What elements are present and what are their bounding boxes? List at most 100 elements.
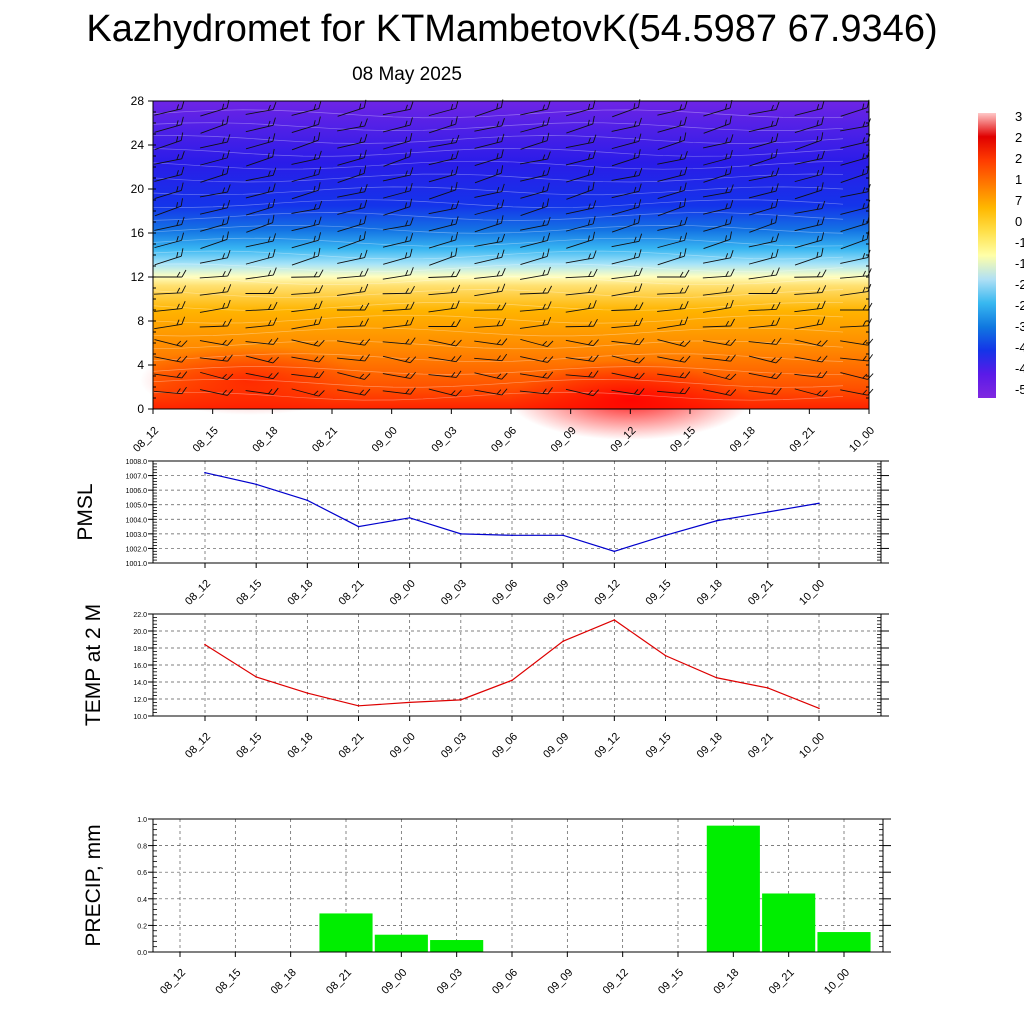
colorbar-label: 1 xyxy=(1015,172,1022,187)
wind-barb xyxy=(611,317,644,329)
wind-barb xyxy=(794,285,827,295)
wind-barb xyxy=(657,285,690,295)
y-tick-label: 1001.0 xyxy=(126,561,148,568)
wind-barb xyxy=(474,318,507,328)
wind-barb xyxy=(474,165,504,184)
wind-barb xyxy=(291,269,324,278)
wind-barb xyxy=(291,166,322,183)
data-point xyxy=(460,699,462,701)
wind-barb xyxy=(748,133,779,150)
colorbar-label: 3 xyxy=(1015,109,1022,124)
wind-barb xyxy=(519,387,553,395)
y-tick-label: 22.0 xyxy=(133,612,147,619)
y-tick-label: 1002.0 xyxy=(126,546,148,553)
wind-barb xyxy=(428,231,459,249)
wind-barb xyxy=(154,269,187,278)
precip-bar xyxy=(706,825,760,952)
data-point xyxy=(767,687,769,689)
wind-barb xyxy=(657,386,690,395)
wind-barb xyxy=(154,248,184,266)
wind-barb xyxy=(245,267,277,280)
y-tick-label: 0.2 xyxy=(137,923,147,930)
wind-barb xyxy=(565,388,600,397)
wind-barb xyxy=(657,101,688,116)
wind-barb xyxy=(703,215,733,232)
wind-barb xyxy=(154,166,185,182)
wind-barb xyxy=(428,150,459,166)
wind-barb xyxy=(794,116,824,134)
wind-barb xyxy=(565,300,597,313)
wind-barb xyxy=(382,285,415,295)
wind-barb xyxy=(383,148,412,167)
wind-barb xyxy=(337,165,367,183)
wind-barb xyxy=(154,182,184,200)
wind-barb xyxy=(428,269,461,278)
wind-barb xyxy=(291,182,321,200)
x-tick-label: 09_18 xyxy=(711,967,741,997)
wind-barb xyxy=(383,132,413,150)
wind-barb xyxy=(245,198,276,216)
wind-barb xyxy=(611,183,642,199)
wind-barb xyxy=(520,217,551,231)
y-tick-label: 18.0 xyxy=(133,646,147,653)
x-tick-label: 09_00 xyxy=(379,967,409,997)
wind-barb xyxy=(200,231,229,249)
x-tick-label: 09_06 xyxy=(490,967,520,997)
wind-barb xyxy=(520,198,550,216)
x-tick-label: 09_03 xyxy=(439,731,469,761)
wind-barb xyxy=(611,117,642,132)
wind-barb xyxy=(428,284,461,296)
wind-barb xyxy=(703,389,737,396)
contour-line xyxy=(152,224,844,234)
wind-barb xyxy=(657,371,691,379)
wind-barb xyxy=(749,148,778,167)
wind-barb xyxy=(337,249,368,264)
x-tick-label: 09_06 xyxy=(489,425,519,455)
wind-barb xyxy=(748,372,782,380)
wind-barb xyxy=(474,302,507,311)
x-tick-label: 08_18 xyxy=(285,731,315,761)
wind-barb xyxy=(428,116,458,134)
wind-barb xyxy=(337,118,368,132)
wind-barb xyxy=(657,182,687,200)
wind-barb xyxy=(291,200,323,214)
wind-barb xyxy=(200,215,230,232)
x-tick-label: 09_21 xyxy=(767,967,797,997)
wind-barb xyxy=(382,267,414,280)
y-tick-label: 14.0 xyxy=(133,680,147,687)
wind-barb xyxy=(200,371,234,381)
wind-barb xyxy=(291,232,322,249)
wind-barb xyxy=(748,117,779,133)
x-tick-label: 08_21 xyxy=(337,731,367,761)
contour-line xyxy=(152,160,844,170)
wind-barb xyxy=(520,356,554,363)
data-point xyxy=(357,705,360,707)
y-axis-label: PRECIP, mm xyxy=(82,824,105,946)
data-point xyxy=(255,483,257,486)
wind-barb xyxy=(428,300,460,313)
colorbar-label: -5 xyxy=(1015,382,1024,397)
wind-barb xyxy=(199,318,232,328)
wind-barb xyxy=(520,167,551,182)
wind-barb xyxy=(657,300,689,312)
data-point xyxy=(204,643,206,646)
wind-barb xyxy=(154,101,185,116)
wind-barb xyxy=(657,166,688,182)
wind-barb xyxy=(794,216,825,232)
colorbar-label: 2 xyxy=(1015,151,1022,166)
x-tick-label: 09_15 xyxy=(644,731,674,761)
wind-barb xyxy=(748,101,780,115)
wind-barb xyxy=(520,116,550,133)
wind-barb xyxy=(474,133,505,149)
precip-bar xyxy=(817,932,871,952)
wind-barb xyxy=(566,181,595,200)
wind-barb xyxy=(291,216,322,232)
precip-bar xyxy=(430,940,484,952)
wind-barb xyxy=(245,387,279,395)
wind-barb xyxy=(246,214,275,233)
contour-line xyxy=(152,353,844,363)
wind-barb xyxy=(748,233,780,248)
wind-barb xyxy=(428,100,459,117)
plot-frame xyxy=(152,460,882,564)
wind-barb xyxy=(245,286,278,294)
